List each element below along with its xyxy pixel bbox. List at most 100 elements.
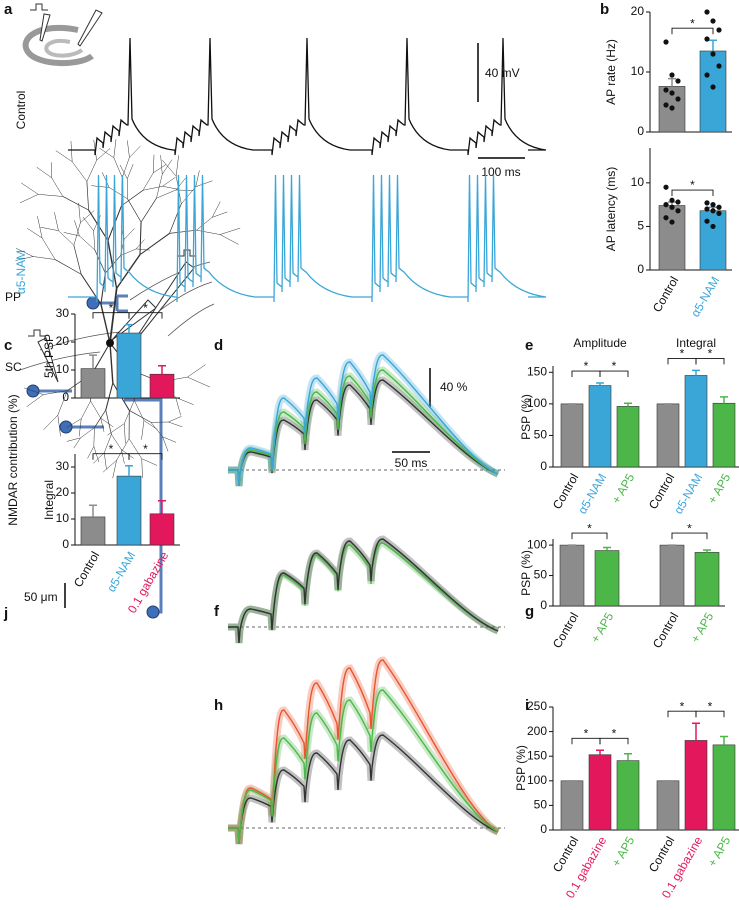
bar [80,516,106,546]
psp-trace [228,538,499,644]
slice-icon [22,24,94,67]
significance-label: * [708,347,713,361]
dendrite [80,427,95,439]
significance-label: * [687,521,692,535]
y-tick-label: 0 [540,598,547,612]
electrode [111,299,157,341]
dendrite [57,415,61,437]
significance-bracket [695,710,725,718]
dendrite [73,437,81,449]
dendrite [129,145,141,158]
y-axis-label: AP rate (Hz) [604,39,618,105]
bar [694,552,720,607]
dendrite [124,228,135,240]
dendrite [135,239,145,250]
dendrite [162,159,173,175]
dendrite [90,400,101,419]
dendrite [38,194,63,197]
data-point [716,210,722,216]
significance-bracket [695,357,725,365]
dendrite [142,172,154,191]
input-source [59,420,73,434]
x-tick-label: + AP5 [588,610,616,645]
dendrite [127,140,130,158]
y-tick-label: 100 [527,396,547,410]
bar [560,780,584,831]
error-bar [692,369,700,376]
psp-trace [228,659,499,845]
y-tick-label: 50 [534,568,548,582]
dendrite [156,174,163,199]
y-axis-label: PSP (%) [519,550,533,596]
data-point [716,63,722,69]
dendrite [113,157,123,178]
panel-label: f [214,603,220,620]
dendrite [140,198,157,223]
y-tick-label: 10 [631,64,645,78]
error-bar [720,396,728,404]
dendrite [24,387,44,395]
y-tick-label: 0 [540,459,547,473]
psp-trace [228,354,499,487]
scale-label: 50 μm [24,590,58,604]
data-point [704,206,710,212]
dendrite [71,161,88,182]
dendrite [127,198,142,223]
y-tick-label: 0 [540,822,547,836]
bar [616,406,640,468]
significance-label: * [584,726,589,740]
dendrite [162,176,176,187]
error-bar [89,504,97,517]
significance-label: * [109,301,114,315]
dendrite [168,421,183,428]
bar [712,402,736,468]
error-bar [720,735,728,745]
dendrite [162,436,169,452]
electrode-icon [39,13,51,42]
dendrite [121,449,125,464]
y-tick-label: 0 [62,390,69,404]
data-point [663,39,669,45]
data-point [716,204,722,210]
bar [658,205,686,271]
significance-bracket [599,370,629,378]
dendrite [142,185,163,191]
dendrite [91,342,111,374]
dendrite [81,400,91,419]
dendrite [219,234,239,245]
dendrite [102,460,117,473]
data-point [669,219,675,225]
error-bar [668,77,676,87]
trace-label: Control [14,91,28,130]
dendrite [109,342,114,383]
error-bar [692,722,700,741]
significance-label: * [143,301,148,315]
dendrite [86,160,97,182]
data-point [669,197,675,203]
x-tick-label: + AP5 [609,834,637,869]
dendrite [73,222,81,246]
dendrite [101,172,110,188]
psp-trace [228,734,499,845]
y-tick-label: 10 [631,175,645,189]
input-source [146,605,160,619]
bar [560,403,584,468]
dendrite [87,446,95,459]
dendrite [86,181,89,211]
bar [116,332,142,399]
dendrite [175,155,179,177]
soma [106,339,114,347]
data-point [704,36,710,42]
dendrite [93,452,105,464]
y-tick-label: 20 [56,334,70,348]
dendrite [122,157,130,178]
y-tick-label: 200 [527,724,547,738]
bar [684,740,708,831]
error-bar [125,323,133,334]
group-label: Amplitude [573,336,627,350]
significance-label: * [690,16,695,30]
stratum-line [167,303,215,337]
data-point [663,215,669,221]
dendrite [134,400,145,421]
